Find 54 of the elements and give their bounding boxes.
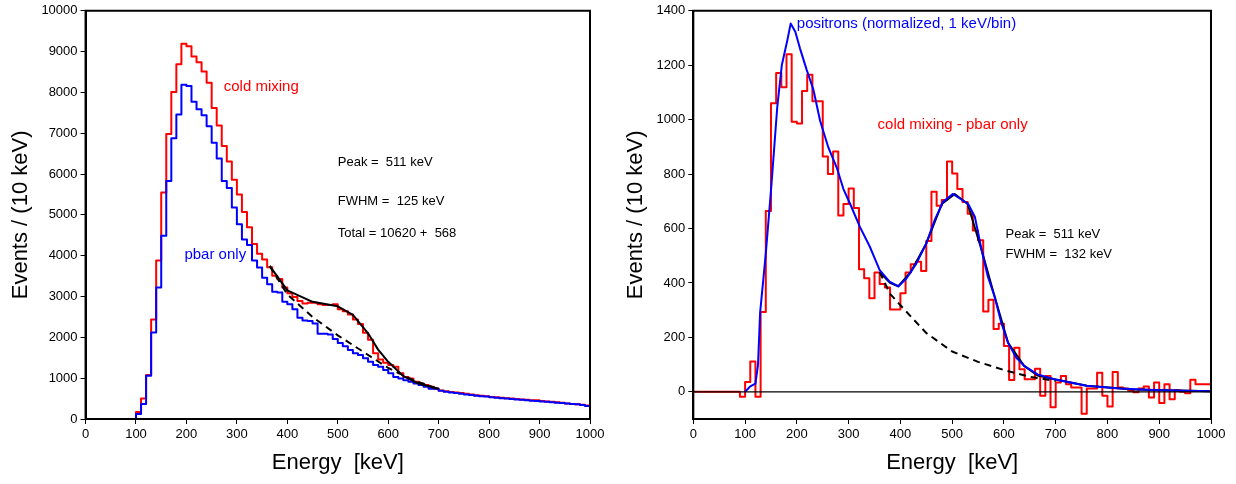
text: cold mixing - pbar only (877, 114, 1029, 132)
x-tick-label: 600 (993, 426, 1015, 442)
annotation: FWHM = 132 keV (1005, 246, 1113, 262)
y-tick-label: 0 (678, 383, 686, 399)
y-tick-label: 1200 (656, 56, 686, 72)
x-tick-label: 400 (276, 426, 299, 442)
y-tick-label: 9000 (48, 43, 78, 59)
y-tick-label: 200 (663, 328, 686, 344)
x-tick-label: 700 (1044, 426, 1067, 442)
annotation: Peak = 511 keV (337, 154, 433, 170)
annotation: Total = 10620 + 568 (337, 225, 457, 241)
y-tick-label: 1400 (656, 2, 686, 18)
x-tick-label: 100 (125, 426, 147, 442)
x-tick-label: 300 (837, 426, 860, 442)
y-tick-label: 6000 (48, 165, 78, 181)
x-tick-label: 900 (528, 426, 551, 442)
y-axis-title: Events / (10 keV) (622, 130, 648, 300)
y-tick-label: 2000 (48, 328, 78, 344)
x-tick-label: 200 (786, 426, 808, 442)
x-tick-label: 0 (689, 426, 697, 442)
y-tick-label: 1000 (656, 111, 686, 127)
x-tick-label: 300 (226, 426, 248, 442)
y-tick-label: 8000 (48, 84, 78, 100)
x-tick-label: 400 (889, 426, 912, 442)
x-tick-label: 800 (1096, 426, 1119, 442)
y-tick-label: 5000 (48, 206, 78, 222)
annotation: Peak = 511 keV (1005, 226, 1101, 242)
x-tick-label: 600 (377, 426, 400, 442)
y-tick-label: 7000 (48, 124, 78, 140)
y-tick-label: 3000 (48, 288, 78, 304)
y-tick-label: 600 (663, 220, 686, 236)
series-label: cold mixing (223, 76, 299, 94)
y-tick-label: 1000 (48, 369, 78, 385)
annotation: FWHM = 125 keV (337, 193, 445, 209)
x-tick-label: 500 (941, 426, 964, 442)
x-tick-label: 700 (427, 426, 450, 442)
x-tick-label: 200 (175, 426, 198, 442)
y-axis-title: Events / (10 keV) (7, 130, 33, 300)
y-tick-label: 10000 (41, 2, 78, 18)
series-label: pbar only (184, 245, 247, 263)
y-tick-label: 400 (663, 274, 686, 290)
x-tick-label: 0 (81, 426, 90, 442)
x-axis-title: Energy [keV] (886, 448, 1019, 474)
series-label: positrons (normalized, 1 keV/bin) (796, 14, 1017, 31)
y-tick-label: 800 (663, 165, 686, 181)
x-tick-label: 100 (734, 426, 756, 442)
y-tick-label: 0 (70, 410, 78, 426)
x-tick-label: 800 (478, 426, 500, 442)
y-tick-label: 4000 (48, 247, 78, 263)
x-axis-title: Energy [keV] (271, 448, 404, 474)
x-tick-label: 1000 (1196, 426, 1226, 442)
x-tick-label: 500 (326, 426, 349, 442)
x-tick-label: 1000 (575, 426, 605, 442)
x-tick-label: 900 (1148, 426, 1171, 442)
